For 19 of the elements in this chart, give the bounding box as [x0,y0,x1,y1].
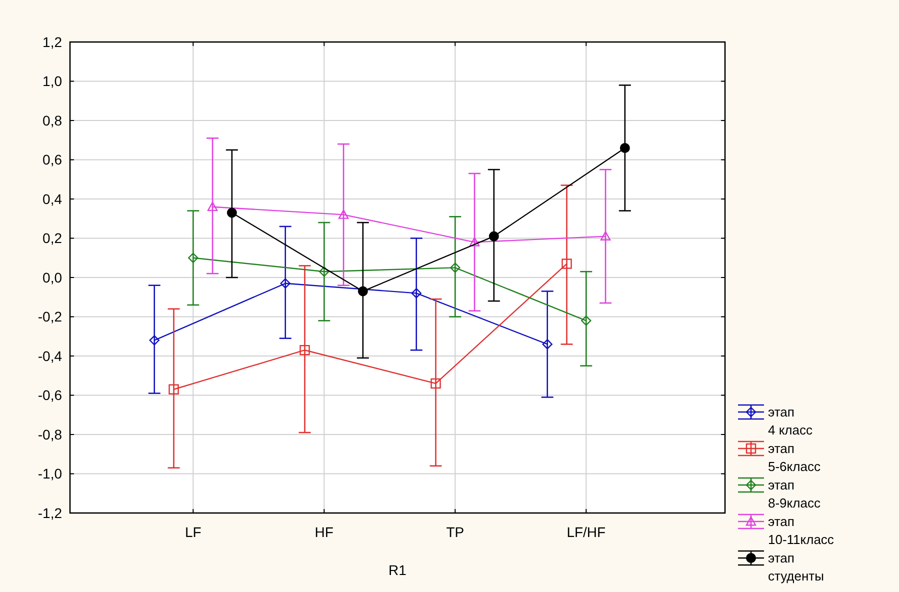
y-tick-label: -0,4 [38,348,62,364]
y-tick-label: 1,2 [42,34,62,50]
x-tick-label: LF/HF [566,524,606,540]
y-tick-label: -1,2 [38,504,62,521]
y-tick-label: -0,8 [38,426,62,442]
y-tick-label: -1,0 [38,466,62,482]
y-tick-label: 0,8 [42,112,62,128]
y-tick-label: 0,4 [42,190,62,207]
y-tick-label: -0,6 [38,387,62,404]
y-tick-label: 0,6 [42,152,62,168]
x-tick-label: TP [446,524,464,540]
legend-label: этап студенты [768,550,824,584]
x-axis-title: R1 [388,562,407,578]
y-tick-label: 0,2 [42,230,62,246]
y-tick-label: -0,2 [38,308,62,325]
x-tick-label: HF [314,524,334,540]
y-tick-label: 1,0 [42,73,62,90]
x-tick-label: LF [184,524,202,540]
y-tick-label: 0,0 [42,269,62,286]
